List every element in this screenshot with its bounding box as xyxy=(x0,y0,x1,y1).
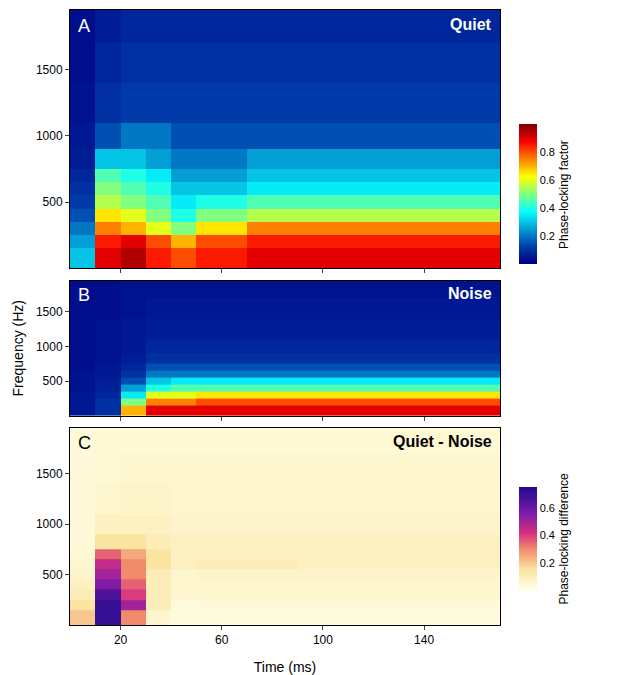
svg-text:500: 500 xyxy=(43,568,63,582)
svg-text:100: 100 xyxy=(313,633,333,647)
svg-text:140: 140 xyxy=(414,633,434,647)
svg-text:B: B xyxy=(78,285,90,305)
svg-text:1500: 1500 xyxy=(36,467,63,481)
svg-text:1000: 1000 xyxy=(36,340,63,354)
svg-text:60: 60 xyxy=(215,633,229,647)
svg-text:500: 500 xyxy=(43,374,63,388)
svg-text:Frequency (Hz): Frequency (Hz) xyxy=(10,300,26,396)
svg-text:Quiet - Noise: Quiet - Noise xyxy=(393,433,492,450)
svg-text:1500: 1500 xyxy=(36,305,63,319)
svg-text:20: 20 xyxy=(114,633,128,647)
svg-text:1000: 1000 xyxy=(36,517,63,531)
svg-text:1000: 1000 xyxy=(36,129,63,143)
svg-text:500: 500 xyxy=(43,195,63,209)
svg-text:Time (ms): Time (ms) xyxy=(254,659,316,675)
svg-text:0.2: 0.2 xyxy=(540,557,555,569)
svg-text:Quiet: Quiet xyxy=(450,16,492,33)
svg-text:Noise: Noise xyxy=(448,285,492,302)
svg-text:Phase-locking difference: Phase-locking difference xyxy=(557,473,571,605)
svg-text:1500: 1500 xyxy=(36,63,63,77)
svg-text:0.6: 0.6 xyxy=(540,174,555,186)
svg-text:0.6: 0.6 xyxy=(540,502,555,514)
svg-text:0.8: 0.8 xyxy=(540,146,555,158)
svg-text:0.4: 0.4 xyxy=(540,529,555,541)
svg-text:0.2: 0.2 xyxy=(540,230,555,242)
svg-text:C: C xyxy=(78,433,91,453)
svg-text:A: A xyxy=(78,16,90,36)
svg-text:0.4: 0.4 xyxy=(540,202,555,214)
svg-text:Phase-locking factor: Phase-locking factor xyxy=(557,140,571,249)
